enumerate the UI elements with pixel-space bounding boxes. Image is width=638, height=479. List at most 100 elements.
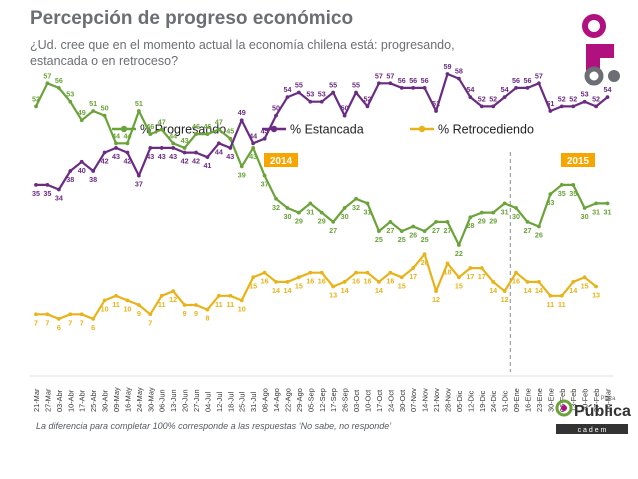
- point-0-24: [308, 201, 313, 206]
- point-2-15: [205, 307, 210, 312]
- point-2-47: [571, 280, 576, 284]
- point-0-32: [399, 229, 404, 234]
- data-label-0-17: 45: [226, 127, 234, 136]
- point-0-0: [34, 104, 38, 109]
- point-1-0: [34, 183, 38, 187]
- point-1-3: [68, 169, 73, 173]
- data-label-2-12: 12: [169, 295, 177, 304]
- x-tick-label-12: 13-Jun: [169, 389, 178, 412]
- data-label-0-32: 25: [398, 235, 406, 244]
- point-2-34: [422, 252, 427, 257]
- point-0-9: [136, 109, 141, 113]
- point-1-22: [285, 95, 290, 100]
- x-tick-label-13: 20-Jun: [181, 389, 190, 412]
- x-tick-label-10: 30-May: [146, 387, 155, 412]
- legend-marker-1: [270, 125, 278, 133]
- data-label-1-25: 53: [318, 90, 326, 99]
- point-1-31: [388, 81, 393, 86]
- point-0-42: [514, 206, 518, 210]
- point-0-41: [502, 201, 507, 206]
- point-1-46: [559, 104, 564, 109]
- point-1-1: [45, 183, 50, 187]
- x-tick-label-45: 30-Ene: [546, 388, 555, 412]
- data-label-1-10: 43: [146, 152, 154, 161]
- x-tick-label-20: 08-Ago: [261, 388, 270, 412]
- data-label-2-25: 16: [318, 277, 326, 286]
- data-label-2-32: 15: [398, 281, 406, 290]
- data-label-2-4: 7: [80, 318, 84, 327]
- data-label-0-11: 47: [158, 117, 166, 126]
- x-tick-label-34: 14-Nov: [421, 388, 430, 412]
- x-tick-label-24: 05-Sep: [306, 388, 315, 412]
- data-label-0-36: 27: [443, 226, 451, 235]
- data-label-1-32: 56: [398, 76, 406, 85]
- point-2-3: [68, 312, 73, 317]
- data-label-0-38: 28: [466, 221, 474, 230]
- data-label-1-39: 52: [478, 94, 486, 103]
- x-tick-label-35: 21-Nov: [432, 388, 441, 412]
- data-label-0-21: 32: [272, 203, 280, 212]
- point-2-19: [251, 275, 256, 280]
- point-0-25: [319, 210, 324, 215]
- legend-marker-2: [418, 125, 426, 133]
- data-label-1-47: 52: [569, 94, 577, 103]
- point-0-23: [296, 210, 301, 215]
- series-lines: [34, 72, 610, 321]
- point-1-50: [605, 95, 610, 100]
- point-1-21: [274, 113, 278, 118]
- data-label-1-0: 35: [32, 189, 40, 198]
- x-tick-label-33: 07-Nov: [409, 388, 418, 412]
- data-label-2-2: 6: [57, 323, 61, 332]
- point-2-28: [354, 270, 358, 275]
- data-label-1-33: 56: [409, 76, 417, 85]
- point-1-9: [136, 173, 141, 178]
- x-tick-label-30: 17-Oct: [375, 390, 384, 412]
- point-1-29: [365, 104, 370, 109]
- point-0-17: [228, 136, 233, 141]
- data-label-0-6: 50: [101, 104, 109, 113]
- point-0-36: [445, 219, 450, 224]
- data-label-2-43: 14: [523, 286, 531, 295]
- point-0-46: [559, 183, 564, 187]
- data-label-1-43: 56: [523, 76, 531, 85]
- data-label-2-3: 7: [68, 318, 72, 327]
- point-0-27: [342, 206, 347, 210]
- point-1-28: [354, 90, 358, 95]
- point-1-27: [342, 113, 347, 118]
- point-0-37: [457, 243, 461, 247]
- point-0-15: [205, 132, 210, 136]
- point-0-26: [331, 219, 336, 224]
- point-0-6: [102, 113, 107, 118]
- point-0-49: [594, 201, 598, 206]
- data-label-2-1: 7: [45, 318, 49, 327]
- point-0-48: [582, 206, 587, 210]
- data-label-2-46: 11: [558, 300, 566, 309]
- point-2-36: [445, 261, 450, 266]
- x-tick-label-29: 10-Oct: [363, 390, 372, 412]
- x-tick-label-31: 24-Oct: [386, 390, 395, 412]
- data-label-2-29: 16: [363, 277, 371, 286]
- data-label-0-23: 29: [295, 217, 303, 226]
- chart-title: Percepción de progreso económico: [30, 8, 354, 29]
- point-0-12: [171, 141, 176, 146]
- point-1-49: [594, 104, 598, 109]
- x-tick-label-25: 12-Sep: [318, 388, 327, 412]
- point-0-50: [605, 201, 610, 206]
- data-label-0-45: 33: [546, 198, 554, 207]
- data-label-2-41: 12: [501, 295, 509, 304]
- data-label-0-50: 31: [604, 207, 612, 216]
- point-2-13: [182, 303, 187, 307]
- data-label-0-47: 35: [569, 189, 577, 198]
- data-label-0-22: 30: [283, 212, 291, 221]
- data-label-0-34: 25: [421, 235, 429, 244]
- data-label-2-40: 14: [489, 286, 497, 295]
- data-label-2-33: 17: [409, 272, 417, 281]
- point-1-2: [56, 187, 61, 192]
- year-badge-0: [264, 153, 298, 167]
- point-1-26: [331, 90, 336, 95]
- x-tick-label-43: 16-Ene: [523, 388, 532, 412]
- data-label-1-23: 55: [295, 81, 303, 90]
- x-tick-label-18: 25-Jul: [238, 392, 247, 412]
- data-label-2-15: 8: [205, 314, 209, 323]
- x-tick-label-2: 03-Abr: [55, 389, 64, 412]
